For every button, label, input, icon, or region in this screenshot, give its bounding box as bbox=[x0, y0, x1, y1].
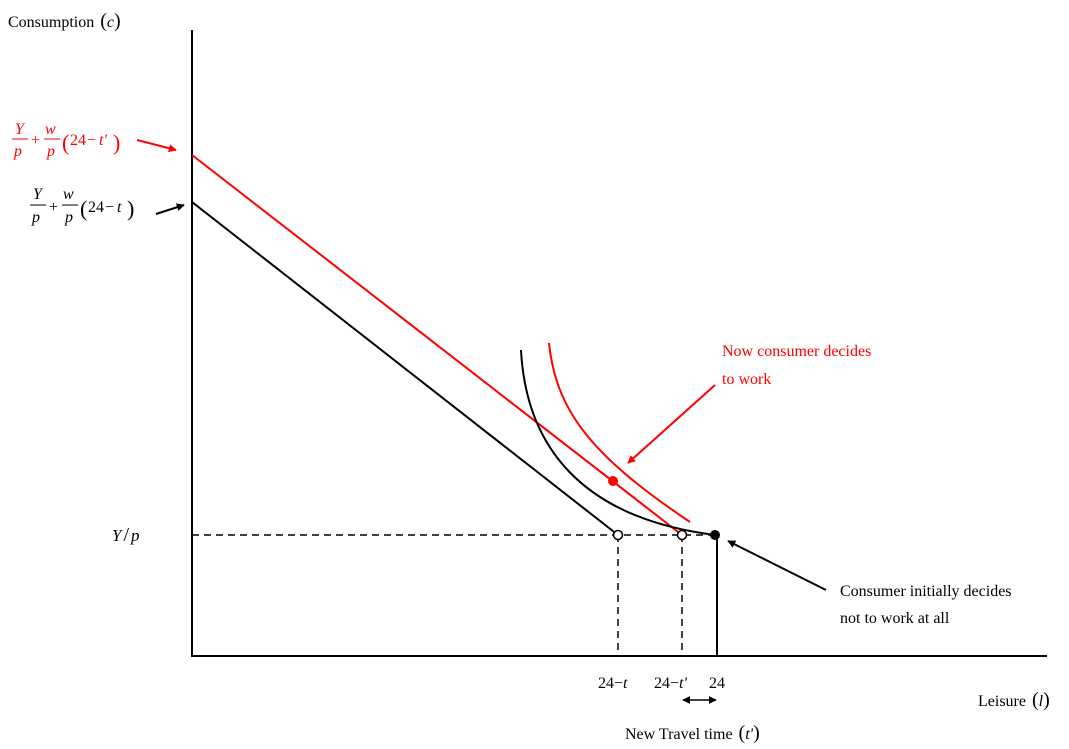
svg-text:p: p bbox=[13, 143, 22, 160]
new-choice-annotation-line1: Now consumer decides bbox=[722, 343, 871, 360]
initial-choice-annotation-line2: not to work at all bbox=[840, 610, 950, 627]
new-budget-line bbox=[191, 154, 683, 536]
svg-text:(: ( bbox=[80, 196, 87, 221]
tick-new-time: 24−t' bbox=[654, 675, 687, 692]
svg-text:): ) bbox=[113, 130, 120, 155]
y-axis-label: Consumption (c) bbox=[8, 10, 121, 32]
svg-text:p: p bbox=[31, 209, 40, 226]
new-indifference-curve bbox=[548, 342, 691, 523]
svg-text:p: p bbox=[46, 143, 55, 160]
old-indifference-curve bbox=[520, 349, 716, 536]
svg-text:+: + bbox=[31, 132, 40, 149]
new-kink-point bbox=[676, 529, 688, 541]
tick-total: 24 bbox=[709, 675, 725, 692]
new-intercept-arrow bbox=[136, 139, 177, 153]
endowment-label: Y / p bbox=[112, 524, 140, 546]
svg-text:p: p bbox=[64, 209, 73, 226]
old-kink-point bbox=[612, 529, 624, 541]
svg-text:−: − bbox=[87, 132, 96, 149]
initial-choice-point bbox=[710, 530, 720, 540]
old-intercept-label: Y p + w p ( 24 − t ) bbox=[30, 186, 134, 226]
svg-text:): ) bbox=[127, 196, 134, 221]
tick-old-time: 24−t bbox=[598, 675, 628, 692]
svg-text:w: w bbox=[45, 121, 56, 138]
old-intercept-arrow bbox=[155, 203, 185, 215]
initial-choice-annotation-line1: Consumer initially decides bbox=[840, 583, 1012, 600]
svg-text:t': t' bbox=[99, 132, 107, 149]
svg-text:24: 24 bbox=[70, 132, 86, 149]
x-axis-label: Leisure (l) bbox=[978, 689, 1050, 711]
svg-text:t: t bbox=[117, 199, 122, 216]
svg-text:w: w bbox=[63, 186, 74, 203]
svg-text:Y: Y bbox=[15, 121, 26, 138]
new-choice-point bbox=[608, 476, 618, 486]
svg-text:(: ( bbox=[62, 130, 69, 155]
travel-time-label: New Travel time (t') bbox=[625, 722, 760, 744]
svg-text:24: 24 bbox=[88, 199, 104, 216]
svg-text:+: + bbox=[49, 199, 58, 216]
new-choice-annotation-line2: to work bbox=[722, 371, 771, 388]
old-budget-line bbox=[191, 201, 619, 536]
new-intercept-label: Y p + w p ( 24 − t' ) bbox=[12, 121, 120, 160]
svg-text:Y: Y bbox=[33, 186, 44, 203]
svg-text:−: − bbox=[105, 199, 114, 216]
new-choice-arrow bbox=[627, 384, 716, 464]
initial-choice-arrow bbox=[727, 540, 827, 591]
